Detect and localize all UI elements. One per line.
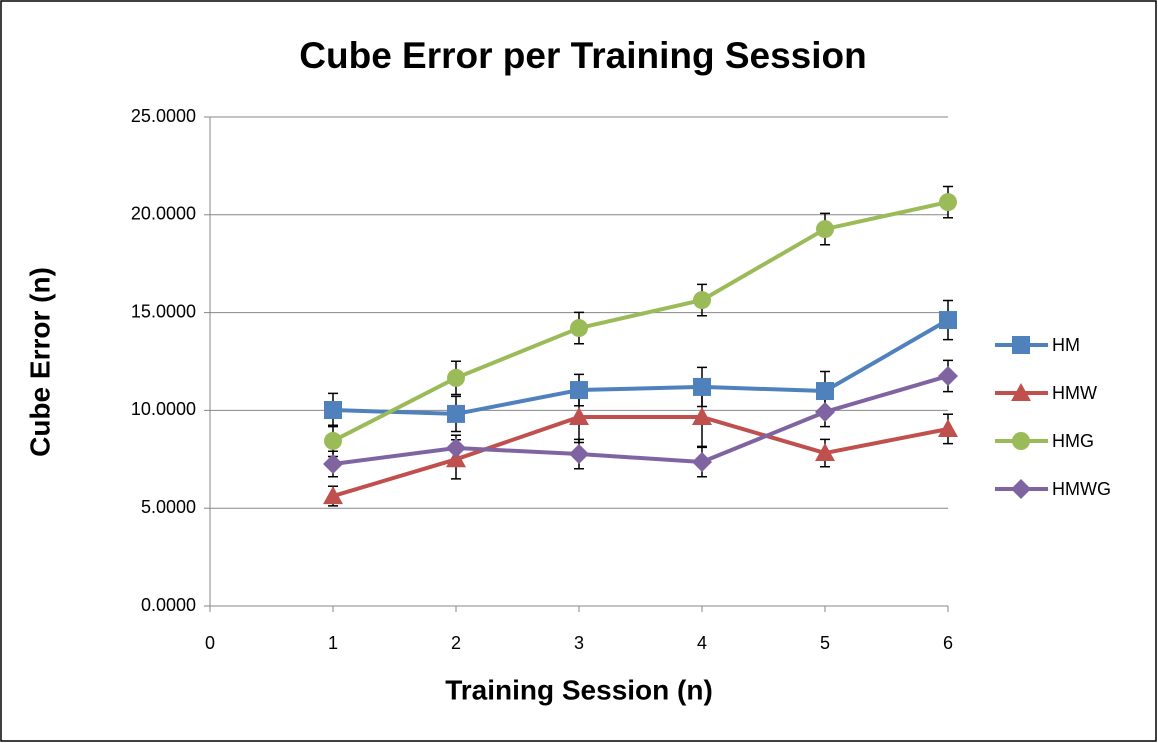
- legend-label: HMWG: [1052, 479, 1111, 499]
- marker: [569, 407, 589, 426]
- marker: [815, 443, 835, 462]
- marker: [447, 404, 465, 423]
- marker: [324, 401, 342, 420]
- legend-marker: [1012, 432, 1030, 450]
- marker: [815, 401, 835, 422]
- y-tick-label: 0.0000: [141, 595, 196, 615]
- x-tick-label: 0: [205, 633, 215, 653]
- marker: [323, 486, 343, 505]
- y-axis-label: Cube Error (n): [24, 267, 55, 457]
- y-tick-label: 20.0000: [131, 204, 196, 224]
- marker: [446, 449, 466, 468]
- marker: [447, 368, 465, 387]
- x-tick-label: 6: [943, 633, 953, 653]
- legend-marker: [1011, 383, 1031, 401]
- y-tick-label: 10.0000: [131, 399, 196, 419]
- marker: [570, 381, 588, 400]
- series-line: [332, 318, 949, 416]
- x-axis-label: Training Session (n): [445, 674, 713, 705]
- marker: [938, 365, 958, 386]
- marker: [693, 291, 711, 310]
- marker: [692, 407, 712, 426]
- series-line: [332, 415, 949, 498]
- x-tick-label: 4: [697, 633, 707, 653]
- marker: [569, 444, 589, 465]
- legend-marker: [1011, 479, 1031, 499]
- series-line: [332, 374, 949, 466]
- legend-label: HMG: [1052, 431, 1094, 451]
- x-tick-label: 3: [574, 633, 584, 653]
- marker: [939, 193, 957, 212]
- marker: [939, 311, 957, 330]
- x-tick-label: 5: [820, 633, 830, 653]
- legend-label: HMW: [1052, 383, 1097, 403]
- x-tick-label: 2: [451, 633, 461, 653]
- marker: [324, 431, 342, 450]
- series-line: [332, 200, 949, 443]
- marker: [446, 437, 466, 458]
- y-tick-label: 15.0000: [131, 301, 196, 321]
- marker: [323, 453, 343, 474]
- y-tick-label: 5.0000: [141, 497, 196, 517]
- chart-title: Cube Error per Training Session: [299, 35, 866, 76]
- marker: [693, 377, 711, 396]
- legend-marker: [1012, 336, 1030, 354]
- marker: [692, 452, 712, 473]
- marker: [570, 319, 588, 338]
- y-tick-label: 25.0000: [131, 106, 196, 126]
- marker: [938, 418, 958, 437]
- marker: [816, 382, 834, 401]
- marker: [816, 220, 834, 239]
- legend-label: HM: [1052, 335, 1080, 355]
- x-tick-label: 1: [328, 633, 338, 653]
